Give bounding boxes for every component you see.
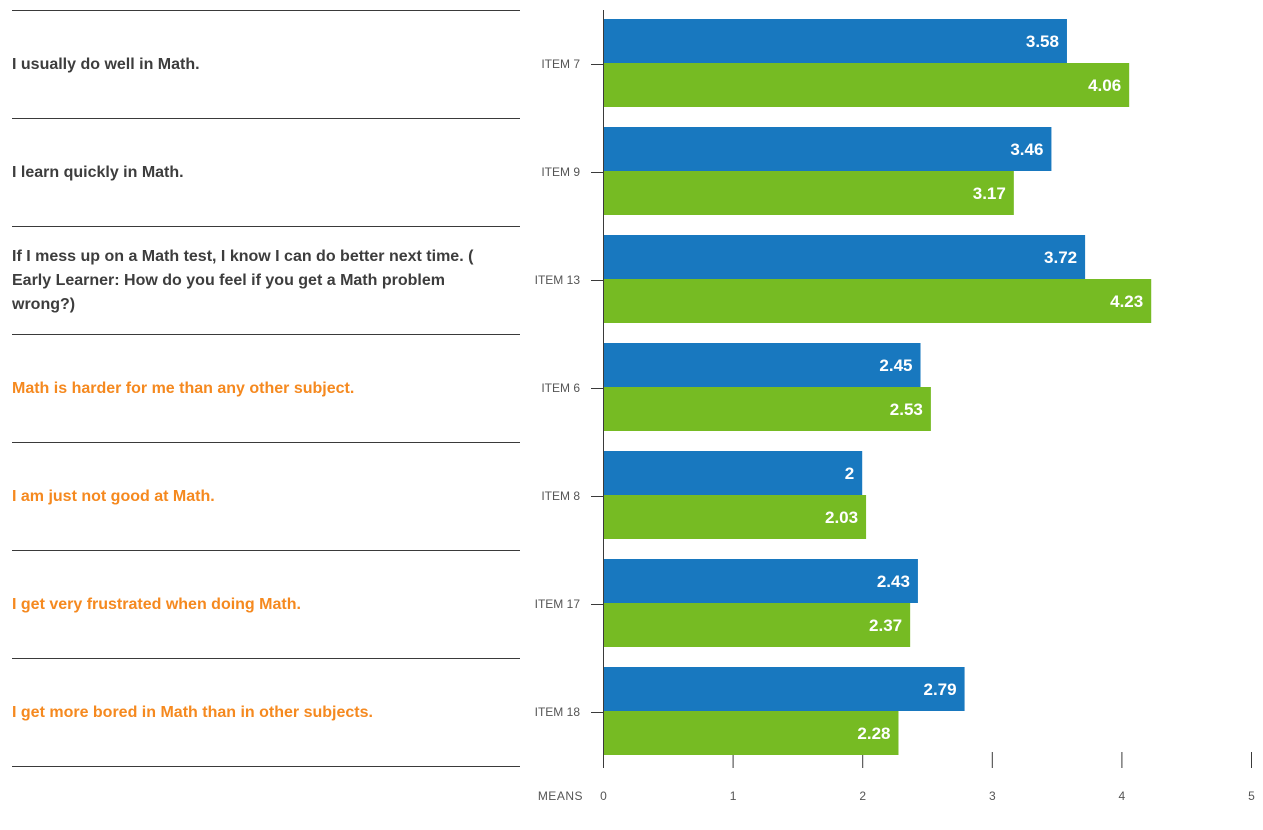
category-label: ITEM 9 [541,165,580,179]
x-tick-label: 5 [1248,789,1255,803]
bar [604,171,1014,215]
category-label: ITEM 13 [535,273,581,287]
data-label: 2.79 [923,680,956,699]
bar [604,235,1086,279]
bar [604,451,863,495]
row-separator [12,10,520,11]
data-label: 4.23 [1110,292,1143,311]
row-separator [12,442,520,443]
category-label: ITEM 6 [541,381,580,395]
row-separator [12,550,520,551]
bar [604,127,1052,171]
row-separator [12,118,520,119]
data-label: 3.17 [973,184,1006,203]
statement-text: I usually do well in Math. [12,55,200,73]
data-label: 2 [845,464,854,483]
statement-text: I am just not good at Math. [12,487,215,505]
data-label: 2.53 [890,400,923,419]
statement-text: I get more bored in Math than in other s… [12,703,373,721]
bar [604,559,918,603]
statement-text: Math is harder for me than any other sub… [12,379,355,397]
bar [604,667,965,711]
x-tick-label: 3 [989,789,996,803]
bar [604,343,921,387]
x-tick-label: 0 [600,789,607,803]
statement-text: I learn quickly in Math. [12,163,184,181]
bar [604,711,899,755]
data-label: 2.45 [879,356,912,375]
bar [604,387,931,431]
data-label: 2.43 [877,572,910,591]
data-label: 4.06 [1088,76,1121,95]
bar [604,63,1130,107]
bar [604,19,1067,63]
data-label: 2.28 [857,724,890,743]
row-separator [12,658,520,659]
x-axis-label: MEANS [538,789,583,803]
category-label: ITEM 17 [535,597,581,611]
data-label: 3.46 [1010,140,1043,159]
bar [604,603,911,647]
row-separator [12,226,520,227]
category-label: ITEM 8 [541,489,580,503]
bar [604,495,867,539]
data-label: 3.58 [1026,32,1059,51]
row-separator [12,334,520,335]
data-label: 2.37 [869,616,902,635]
x-tick-label: 2 [859,789,866,803]
data-label: 2.03 [825,508,858,527]
category-label: ITEM 7 [541,57,580,71]
statement-text: If I mess up on a Math test, I know I ca… [12,247,474,313]
statement-text: I get very frustrated when doing Math. [12,595,301,613]
x-tick-label: 1 [730,789,737,803]
row-separator [12,766,520,767]
category-label: ITEM 18 [535,705,581,719]
bar [604,279,1152,323]
x-tick-label: 4 [1119,789,1126,803]
data-label: 3.72 [1044,248,1077,267]
